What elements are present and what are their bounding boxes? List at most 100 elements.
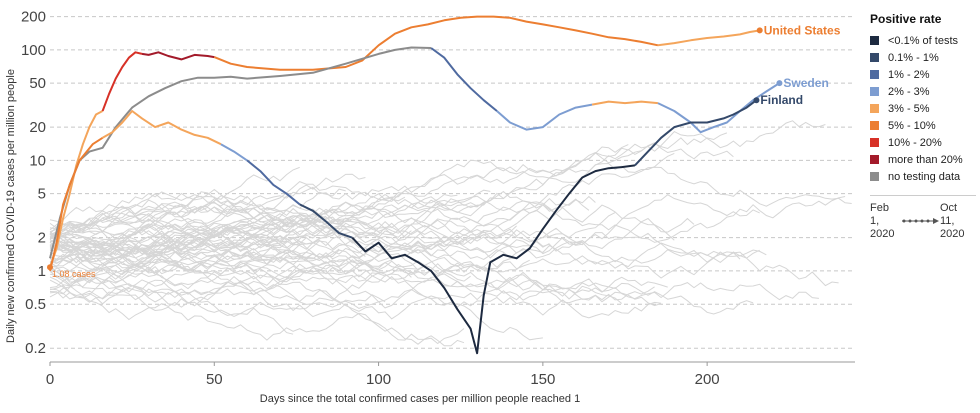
legend-item[interactable]: 3% - 5% [870,100,976,117]
background-country-line [49,237,623,304]
legend: Positive rate <0.1% of tests 0.1% - 1% 1% … [864,10,976,241]
legend-swatch [870,138,879,147]
background-country-lines [49,120,852,347]
y-axis-ticks: 0.2 0.5 1 2 5 10 20 50 100 200 [21,9,46,358]
series-line-segment[interactable] [49,136,104,272]
legend-swatch [870,87,879,96]
series-line-segment[interactable] [634,99,758,167]
legend-item[interactable]: 5% - 10% [870,117,976,134]
legend-swatch [870,70,879,79]
background-country-line [49,224,314,265]
highlighted-series [49,15,780,355]
background-country-line [49,244,373,278]
x-axis-ticks: 0 50 100 150 200 [46,362,720,388]
background-country-line [49,152,675,268]
series-line-segment[interactable] [351,164,636,355]
timeline-slider[interactable] [900,216,940,224]
legend-item[interactable]: 2% - 3% [870,83,976,100]
series-endpoint [756,27,763,34]
background-country-line [49,270,655,309]
y-tick-label: 5 [38,186,46,203]
series-endpoint [753,97,760,104]
background-country-line [49,232,287,268]
series-line-segment[interactable] [246,159,301,206]
background-country-line [49,132,728,248]
x-tick-label: 150 [530,371,555,388]
series-label[interactable]: Sweden [783,76,828,90]
legend-item[interactable]: 0.1% - 1% [870,49,976,66]
y-tick-label: 1 [38,263,46,280]
legend-item[interactable]: no testing data [870,168,976,185]
series-line-segment[interactable] [141,51,215,61]
y-tick-label: 10 [29,152,46,169]
legend-swatch [870,121,879,130]
series-line-segment[interactable] [657,82,780,134]
series-line-segment[interactable] [657,29,760,47]
chart: 0.2 0.5 1 2 5 10 20 50 100 200 0 50 100 150 200 Unite… [5,9,855,405]
background-country-line [49,198,359,236]
legend-label: 1% - 2% [888,68,930,81]
legend-swatch [870,155,879,164]
background-country-line [49,144,629,247]
series-labels: United States Sweden Finland [47,23,841,271]
x-axis-title: Days since the total confirmed cases per… [260,393,580,405]
legend-label: 10% - 20% [888,136,942,149]
background-country-line [49,173,366,240]
legend-swatch [870,53,879,62]
background-country-line [49,195,596,254]
y-axis-title: Daily new confirmed COVID-19 cases per m… [5,69,17,343]
legend-label: no testing data [888,170,961,183]
series-line-segment[interactable] [430,47,498,112]
y-tick-label: 50 [29,75,46,92]
series-line-segment[interactable] [49,46,432,259]
x-tick-label: 50 [206,371,223,388]
background-country-line [49,279,386,308]
y-tick-label: 2 [38,230,46,247]
legend-swatch [870,172,879,181]
legend-items: <0.1% of tests 0.1% - 1% 1% - 2% 2% - 3% 3% … [864,32,976,185]
background-country-line [49,196,406,236]
y-tick-label: 0.2 [25,340,46,357]
background-country-line [49,249,662,319]
series-line-segment[interactable] [213,15,659,71]
legend-item[interactable]: <0.1% of tests [870,32,976,49]
series-line-segment[interactable] [299,203,353,239]
x-tick-label: 0 [46,371,54,388]
legend-swatch [870,104,879,113]
legend-label: 5% - 10% [888,119,936,132]
x-tick-label: 200 [695,371,720,388]
legend-label: 3% - 5% [888,102,930,115]
series-line-segment[interactable] [496,103,593,131]
background-country-line [49,190,557,257]
background-country-line [49,195,464,243]
background-country-line [49,259,668,306]
legend-title: Positive rate [870,12,942,26]
y-tick-label: 100 [21,42,46,59]
series-label[interactable]: Finland [760,93,803,107]
annotation: 1.08 cases [52,269,96,279]
legend-label: more than 20% [888,153,963,166]
background-country-line [49,194,760,246]
series-label[interactable]: United States [764,23,841,37]
series-line-segment[interactable] [49,110,104,268]
background-country-line [49,259,530,286]
background-country-line [49,217,695,262]
background-country-line [49,166,852,254]
legend-swatch [870,36,879,45]
background-country-line [49,265,465,347]
background-country-line [49,242,839,287]
background-country-line [49,211,741,263]
start-point [47,264,53,271]
x-tick-label: 100 [366,371,391,388]
legend-item[interactable]: 1% - 2% [870,66,976,83]
legend-item[interactable]: more than 20% [870,151,976,168]
series-line-segment[interactable] [101,51,143,112]
series-line-segment[interactable] [220,143,248,162]
series-line-segment[interactable] [591,100,658,106]
series-endpoint [776,80,783,87]
legend-item[interactable]: 10% - 20% [870,134,976,151]
series-line-segment[interactable] [102,110,222,146]
time-start-label: Feb 1, 2020 [870,202,895,240]
time-end-label: Oct 11, 2020 [940,202,965,240]
time-range[interactable]: Feb 1, 2020 Oct 11, 2020 [870,195,976,241]
